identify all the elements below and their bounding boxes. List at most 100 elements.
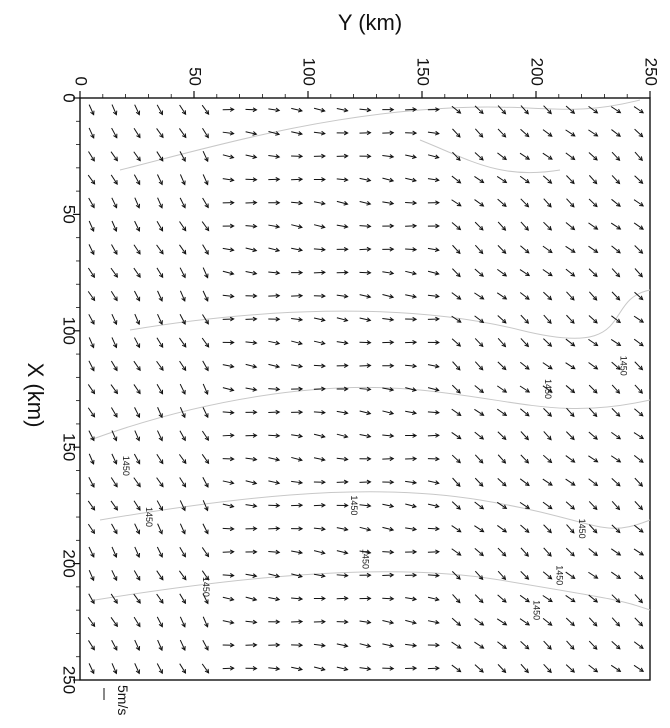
- arrow-head: [136, 482, 141, 488]
- vector-arrow: [156, 477, 164, 488]
- arrow-head: [547, 342, 553, 347]
- arrow-head: [455, 249, 461, 255]
- arrow-head: [298, 317, 304, 322]
- arrow-shaft: [634, 175, 643, 184]
- vector-arrow: [610, 222, 622, 230]
- vector-arrow: [134, 546, 141, 558]
- vector-arrow: [268, 386, 281, 392]
- arrow-shaft: [496, 408, 507, 416]
- vector-arrow: [497, 361, 507, 371]
- vector-arrow: [452, 268, 461, 278]
- arrow-head: [456, 225, 462, 231]
- arrow-head: [159, 249, 164, 255]
- vector-arrow: [268, 409, 281, 415]
- vector-arrow: [382, 340, 395, 345]
- arrow-head: [639, 318, 645, 323]
- arrow-shaft: [133, 151, 141, 161]
- vector-arrow: [634, 477, 644, 487]
- vector-arrow: [291, 550, 304, 555]
- arrow-head: [229, 340, 235, 345]
- arrow-shaft: [313, 107, 325, 112]
- arrow-head: [616, 318, 622, 324]
- vector-arrow: [268, 642, 281, 648]
- arrow-shaft: [245, 363, 257, 368]
- arrow-head: [569, 295, 575, 301]
- arrow-shaft: [565, 547, 575, 557]
- arrow-shaft: [405, 225, 417, 227]
- arrow-shaft: [359, 410, 371, 415]
- vector-arrow: [336, 503, 349, 508]
- arrow-head: [547, 504, 553, 510]
- arrow-head: [525, 271, 531, 277]
- contour-line: [119, 99, 641, 171]
- y-tick-label: 250: [642, 58, 661, 86]
- arrow-head: [524, 552, 529, 557]
- arrow-shaft: [111, 430, 117, 441]
- arrow-shaft: [179, 616, 186, 628]
- arrow-head: [366, 526, 372, 532]
- arrow-head: [204, 203, 209, 209]
- vector-arrow: [634, 291, 644, 301]
- arrow-head: [547, 295, 553, 301]
- arrow-head: [547, 412, 553, 417]
- vector-arrow: [451, 617, 462, 627]
- arrow-head: [298, 666, 303, 672]
- arrow-shaft: [336, 457, 348, 460]
- arrow-shaft: [133, 384, 141, 394]
- vector-arrow: [566, 407, 575, 418]
- vector-arrow: [382, 177, 395, 183]
- arrow-head: [159, 366, 164, 372]
- arrow-head: [547, 435, 552, 441]
- arrow-head: [389, 363, 395, 369]
- arrow-shaft: [634, 151, 643, 161]
- arrow-shaft: [519, 152, 530, 160]
- vector-arrow: [336, 479, 349, 485]
- arrow-shaft: [291, 573, 303, 578]
- vector-arrow: [88, 127, 95, 139]
- arrow-head: [389, 270, 395, 276]
- arrow-shaft: [359, 526, 371, 531]
- arrow-shaft: [405, 201, 417, 204]
- arrow-head: [135, 413, 141, 419]
- arrow-head: [412, 665, 418, 671]
- arrow-shaft: [519, 292, 530, 300]
- arrow-head: [252, 177, 258, 182]
- arrow-shaft: [542, 571, 552, 580]
- arrow-head: [321, 479, 326, 485]
- arrow-head: [547, 248, 553, 254]
- vector-arrow: [222, 526, 235, 532]
- arrow-head: [412, 456, 418, 462]
- y-tick-label: 200: [528, 58, 547, 86]
- vector-arrow: [313, 386, 326, 392]
- vector-arrow: [179, 290, 186, 302]
- arrow-head: [456, 272, 461, 278]
- arrow-head: [90, 505, 96, 511]
- vector-arrow: [336, 293, 349, 299]
- vector-arrow: [405, 480, 418, 485]
- arrow-head: [456, 109, 462, 114]
- arrow-head: [252, 480, 258, 485]
- vector-arrow: [291, 177, 304, 182]
- vector-arrow: [133, 616, 141, 628]
- arrow-head: [592, 528, 598, 534]
- arrow-head: [252, 456, 258, 462]
- arrow-shaft: [245, 596, 257, 601]
- arrow-head: [524, 668, 529, 674]
- arrow-head: [204, 110, 210, 115]
- arrow-head: [478, 225, 484, 231]
- vector-arrow: [291, 456, 303, 462]
- vector-arrow: [222, 270, 235, 276]
- arrow-head: [411, 177, 417, 183]
- vector-arrow: [359, 130, 372, 136]
- arrow-shaft: [313, 550, 325, 554]
- vector-arrow: [359, 317, 372, 322]
- arrow-shaft: [110, 360, 118, 371]
- y-tick-label: 100: [300, 58, 319, 86]
- vector-arrow: [633, 548, 645, 556]
- arrow-head: [298, 363, 304, 369]
- vector-arrow: [497, 105, 507, 115]
- vector-arrow: [268, 666, 281, 671]
- arrow-head: [389, 643, 395, 648]
- arrow-head: [181, 203, 186, 209]
- vector-arrow: [179, 244, 187, 255]
